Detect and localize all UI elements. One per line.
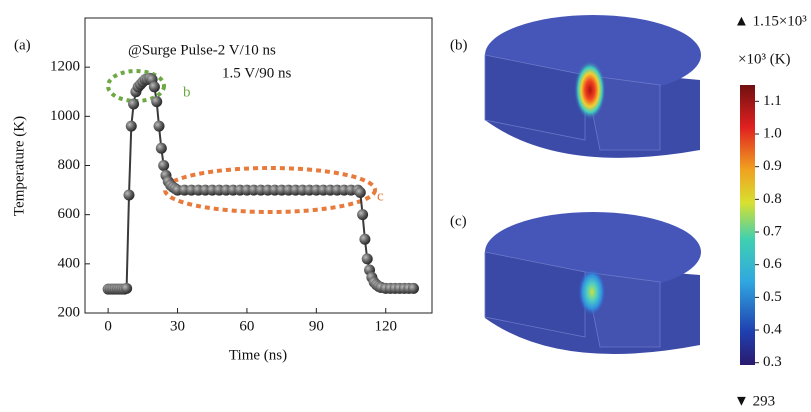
colorbar-scale bbox=[740, 85, 755, 365]
colorbar-tick-label: 0.8 bbox=[763, 191, 782, 207]
cylinder-c bbox=[485, 212, 701, 354]
figure: (a) @Surge Pulse-2 V/10 ns 1.5 V/90 ns b… bbox=[0, 0, 811, 412]
plot-frame bbox=[85, 18, 432, 313]
x-tick-label: 90 bbox=[309, 318, 324, 334]
colorbar-tick-label: 1.0 bbox=[763, 125, 782, 141]
colorbar-tick-label: 0.3 bbox=[763, 354, 782, 370]
y-tick-label: 600 bbox=[58, 206, 81, 222]
x-axis-label: Time (ns) bbox=[229, 347, 287, 363]
colorbar-tick-label: 0.6 bbox=[763, 256, 782, 272]
data-point bbox=[158, 160, 169, 171]
colorbar-tick-label: 0.4 bbox=[763, 321, 782, 337]
y-tick-label: 1000 bbox=[50, 108, 80, 124]
data-point bbox=[149, 81, 160, 92]
colorbar: ▲ 1.15×10³ ×10³ (K) ▼ 293 0.3 0.4 0.5 0.6 0.… bbox=[734, 13, 807, 409]
x-tick-label: 120 bbox=[374, 318, 397, 334]
data-point bbox=[126, 121, 137, 132]
colorbar-unit: ×10³ (K) bbox=[738, 51, 791, 67]
x-tick-label: 30 bbox=[170, 318, 185, 334]
data-point bbox=[123, 190, 134, 201]
y-tick-label: 1200 bbox=[50, 59, 80, 75]
data-point bbox=[151, 96, 162, 107]
data-point bbox=[128, 99, 139, 110]
annotation: 1.5 V/90 ns bbox=[222, 65, 291, 81]
data-point bbox=[357, 209, 368, 220]
colorbar-tick-label: 0.7 bbox=[763, 223, 782, 239]
line-chart: (a) @Surge Pulse-2 V/10 ns 1.5 V/90 ns b… bbox=[11, 18, 432, 363]
y-tick-label: 400 bbox=[58, 255, 81, 271]
panel-label: (a) bbox=[14, 37, 31, 53]
cylinder-b bbox=[485, 15, 701, 158]
y-tick-label: 200 bbox=[58, 304, 81, 320]
data-point bbox=[154, 121, 165, 132]
colorbar-min: ▼ 293 bbox=[734, 393, 775, 409]
simulation-images: (b) (c) bbox=[450, 15, 701, 354]
panel-label: (c) bbox=[450, 213, 467, 229]
data-point bbox=[359, 234, 370, 245]
data-point bbox=[355, 187, 366, 198]
panel-label: (b) bbox=[450, 37, 468, 53]
data-point bbox=[362, 253, 373, 264]
data-point bbox=[408, 283, 419, 294]
data-point bbox=[156, 143, 167, 154]
colorbar-tick-label: 1.1 bbox=[763, 93, 782, 109]
annotation: @Surge Pulse-2 V/10 ns bbox=[128, 42, 276, 58]
y-tick-label: 800 bbox=[58, 157, 81, 173]
annotation: b bbox=[183, 84, 191, 100]
x-tick-label: 0 bbox=[104, 318, 112, 334]
data-point bbox=[121, 283, 132, 294]
colorbar-max: ▲ 1.15×10³ bbox=[734, 13, 807, 29]
y-axis-label: Temperature (K) bbox=[11, 116, 27, 216]
x-tick-label: 60 bbox=[239, 318, 254, 334]
annotation: c bbox=[377, 188, 384, 204]
colorbar-tick-label: 0.9 bbox=[763, 158, 782, 174]
colorbar-tick-label: 0.5 bbox=[763, 289, 782, 305]
